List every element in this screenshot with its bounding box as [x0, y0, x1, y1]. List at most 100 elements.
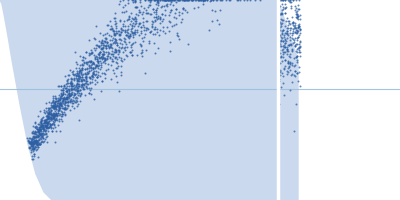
- Point: [282, 41, 288, 44]
- Point: [289, 50, 295, 53]
- Point: [36, 134, 42, 137]
- Point: [277, 69, 284, 73]
- Point: [105, 63, 111, 66]
- Point: [40, 124, 46, 127]
- Point: [129, 30, 136, 33]
- Point: [58, 105, 64, 108]
- Point: [69, 84, 76, 87]
- Point: [31, 136, 37, 139]
- Point: [189, 0, 195, 2]
- Point: [283, 20, 290, 23]
- Point: [79, 84, 86, 87]
- Point: [58, 115, 65, 118]
- Point: [89, 73, 95, 76]
- Point: [112, 57, 118, 60]
- Point: [85, 71, 91, 74]
- Point: [47, 118, 53, 121]
- Point: [296, 42, 303, 45]
- Point: [42, 120, 48, 124]
- Point: [290, 20, 296, 24]
- Point: [45, 127, 52, 130]
- Point: [157, 0, 163, 2]
- Point: [100, 60, 106, 63]
- Point: [110, 29, 116, 32]
- Point: [174, 33, 181, 37]
- Point: [154, 1, 160, 4]
- Point: [280, 39, 286, 42]
- Point: [84, 82, 91, 86]
- Point: [50, 122, 57, 126]
- Point: [206, 28, 212, 31]
- Point: [140, 23, 146, 26]
- Point: [62, 97, 68, 100]
- Point: [44, 120, 50, 123]
- Point: [31, 131, 37, 135]
- Point: [296, 8, 303, 11]
- Point: [294, 39, 300, 42]
- Point: [161, 0, 167, 2]
- Point: [295, 35, 301, 38]
- Point: [66, 94, 72, 97]
- Point: [275, 27, 281, 30]
- Point: [278, 0, 284, 2]
- Point: [144, 27, 150, 30]
- Point: [292, 27, 299, 30]
- Point: [26, 140, 32, 143]
- Point: [181, 0, 187, 2]
- Point: [92, 73, 98, 76]
- Point: [34, 143, 40, 147]
- Point: [275, 21, 282, 25]
- Point: [52, 112, 59, 115]
- Point: [150, 7, 156, 10]
- Point: [56, 109, 63, 112]
- Point: [68, 85, 74, 88]
- Point: [34, 141, 41, 144]
- Point: [102, 44, 109, 47]
- Point: [60, 88, 66, 92]
- Point: [118, 26, 124, 29]
- Point: [162, 0, 168, 2]
- Point: [98, 42, 104, 45]
- Point: [294, 55, 300, 58]
- Point: [139, 50, 145, 53]
- Point: [116, 46, 123, 49]
- Point: [120, 36, 127, 39]
- Point: [278, 54, 284, 58]
- Point: [42, 132, 48, 135]
- Point: [55, 108, 62, 112]
- Point: [51, 117, 57, 121]
- Point: [54, 101, 60, 105]
- Point: [48, 112, 54, 116]
- Point: [114, 66, 120, 69]
- Point: [204, 0, 210, 2]
- Point: [79, 78, 85, 81]
- Point: [100, 72, 107, 75]
- Point: [72, 86, 78, 89]
- Point: [58, 102, 64, 105]
- Point: [52, 105, 59, 108]
- Point: [54, 105, 60, 108]
- Point: [153, 7, 160, 10]
- Point: [106, 44, 113, 47]
- Point: [56, 106, 62, 110]
- Point: [61, 84, 67, 88]
- Point: [70, 91, 77, 94]
- Point: [84, 60, 90, 63]
- Point: [50, 113, 56, 116]
- Point: [52, 106, 58, 109]
- Point: [76, 77, 82, 80]
- Point: [130, 31, 136, 34]
- Point: [280, 75, 286, 78]
- Point: [106, 20, 113, 23]
- Point: [66, 94, 72, 97]
- Point: [150, 32, 156, 35]
- Point: [47, 123, 53, 126]
- Point: [35, 128, 42, 132]
- Point: [284, 32, 290, 36]
- Point: [79, 83, 86, 86]
- Point: [94, 75, 100, 78]
- Point: [158, 0, 165, 2]
- Point: [39, 126, 45, 129]
- Point: [110, 41, 116, 44]
- Point: [78, 74, 85, 77]
